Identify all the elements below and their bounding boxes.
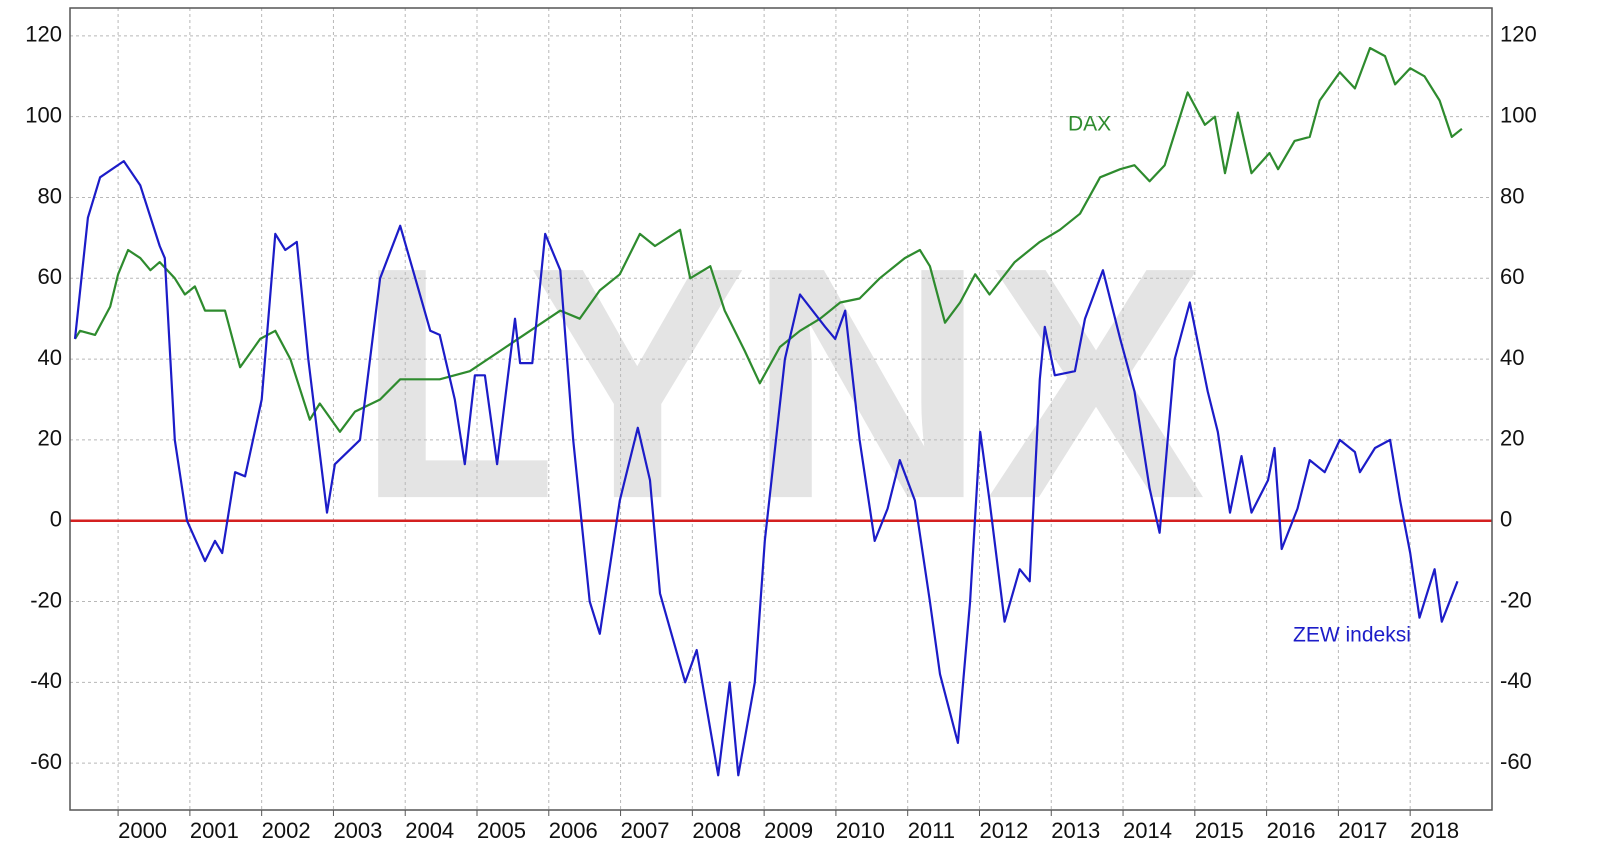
x-tick-label: 2010	[836, 818, 885, 843]
y2-tick-label: 0	[1500, 507, 1512, 532]
x-tick-label: 2004	[405, 818, 454, 843]
y-tick-label: 120	[25, 22, 62, 47]
lines-layer	[70, 46, 1492, 777]
y2-tick-label: -40	[1500, 668, 1532, 693]
y-tick-label: 40	[38, 345, 62, 370]
x-tick-label: 2001	[190, 818, 239, 843]
y-tick-label: -20	[30, 587, 62, 612]
x-tick-label: 2017	[1338, 818, 1387, 843]
y2-tick-label: -20	[1500, 587, 1532, 612]
x-tick-label: 2014	[1123, 818, 1172, 843]
series-line	[74, 46, 1463, 433]
x-tick-label: 2002	[262, 818, 311, 843]
x-tick-label: 2013	[1051, 818, 1100, 843]
series-line	[73, 160, 1459, 777]
y2-tick-label: 100	[1500, 102, 1537, 127]
y-tick-label: 0	[50, 507, 62, 532]
y-tick-label: 20	[38, 426, 62, 451]
grid-layer	[70, 8, 1492, 816]
x-tick-label: 2006	[549, 818, 598, 843]
y2-tick-label: 60	[1500, 264, 1524, 289]
x-tick-label: 2005	[477, 818, 526, 843]
y2-tick-label: -60	[1500, 749, 1532, 774]
series-label: ZEW indeksi	[1293, 624, 1411, 647]
x-tick-label: 2003	[333, 818, 382, 843]
series-label: DAX	[1068, 113, 1111, 136]
text-layer: -60 -60 -40 -40 -20 -20 0 0 20 20 40 40 60 60 80 80 100 1…	[25, 22, 1536, 843]
y2-tick-label: 20	[1500, 426, 1524, 451]
x-tick-label: 2016	[1267, 818, 1316, 843]
y-tick-label: -60	[30, 749, 62, 774]
x-tick-label: 2000	[118, 818, 167, 843]
x-tick-label: 2008	[692, 818, 741, 843]
y2-tick-label: 40	[1500, 345, 1524, 370]
plot-frame	[69, 7, 1493, 811]
y-tick-label: 80	[38, 183, 62, 208]
y-tick-label: 100	[25, 102, 62, 127]
x-tick-label: 2009	[764, 818, 813, 843]
y-tick-label: -40	[30, 668, 62, 693]
y-tick-label: 60	[38, 264, 62, 289]
x-tick-label: 2018	[1410, 818, 1459, 843]
x-tick-label: 2012	[979, 818, 1028, 843]
x-tick-label: 2015	[1195, 818, 1244, 843]
y2-tick-label: 80	[1500, 183, 1524, 208]
y2-tick-label: 120	[1500, 22, 1537, 47]
x-tick-label: 2011	[908, 818, 955, 843]
x-tick-label: 2007	[621, 818, 670, 843]
